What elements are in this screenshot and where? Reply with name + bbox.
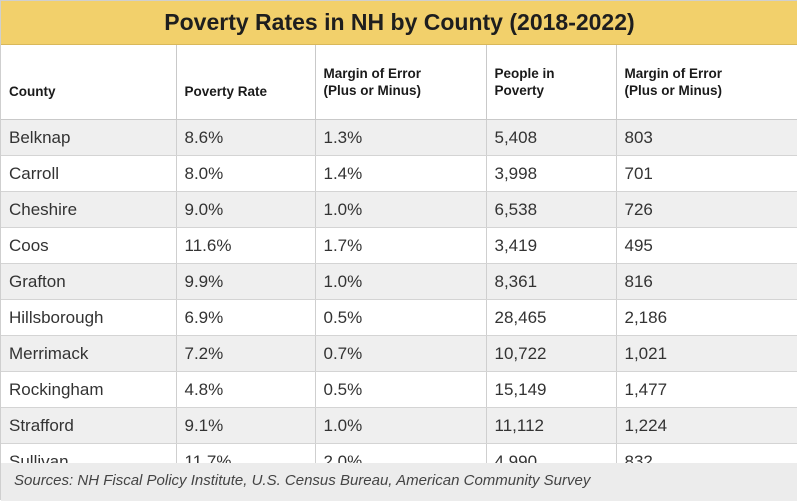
poverty-rate-cell: 9.0% (176, 191, 316, 228)
people-moe-cell: 803 (616, 119, 797, 156)
rate-moe-cell: 0.5% (315, 371, 487, 408)
rate-moe-cell: 1.0% (315, 191, 487, 228)
source-note: Sources: NH Fiscal Policy Institute, U.S… (1, 463, 797, 501)
rate-moe-cell: 1.0% (315, 407, 487, 444)
rate-moe-cell: 1.0% (315, 263, 487, 300)
rate-moe-cell: 0.5% (315, 299, 487, 336)
poverty-rate-cell: 6.9% (176, 299, 316, 336)
rate-moe-cell: 1.3% (315, 119, 487, 156)
table-row: Hillsborough 6.9% 0.5% 28,465 2,186 (1, 299, 797, 336)
header-county: County (1, 45, 177, 120)
people-cell: 28,465 (486, 299, 617, 336)
county-cell: Strafford (1, 407, 177, 444)
people-cell: 8,361 (486, 263, 617, 300)
poverty-rate-cell: 8.0% (176, 155, 316, 192)
header-rate-margin-of-error: Margin of Error (Plus or Minus) (315, 45, 487, 120)
people-moe-cell: 495 (616, 227, 797, 264)
poverty-table: County Poverty Rate Margin of Error (Plu… (1, 45, 797, 480)
header-people-margin-of-error: Margin of Error (Plus or Minus) (616, 45, 797, 120)
poverty-rate-cell: 9.9% (176, 263, 316, 300)
table-row: Strafford 9.1% 1.0% 11,112 1,224 (1, 407, 797, 444)
county-cell: Carroll (1, 155, 177, 192)
poverty-rate-cell: 9.1% (176, 407, 316, 444)
people-cell: 10,722 (486, 335, 617, 372)
table-row: Cheshire 9.0% 1.0% 6,538 726 (1, 191, 797, 228)
county-cell: Merrimack (1, 335, 177, 372)
people-cell: 5,408 (486, 119, 617, 156)
poverty-rate-cell: 7.2% (176, 335, 316, 372)
people-moe-cell: 2,186 (616, 299, 797, 336)
header-row: County Poverty Rate Margin of Error (Plu… (1, 45, 797, 120)
people-moe-cell: 1,021 (616, 335, 797, 372)
table-row: Belknap 8.6% 1.3% 5,408 803 (1, 119, 797, 156)
county-cell: Coos (1, 227, 177, 264)
table-row: Carroll 8.0% 1.4% 3,998 701 (1, 155, 797, 192)
rate-moe-cell: 0.7% (315, 335, 487, 372)
county-cell: Grafton (1, 263, 177, 300)
poverty-rate-cell: 4.8% (176, 371, 316, 408)
people-cell: 6,538 (486, 191, 617, 228)
people-cell: 3,419 (486, 227, 617, 264)
people-moe-cell: 816 (616, 263, 797, 300)
county-cell: Belknap (1, 119, 177, 156)
rate-moe-cell: 1.7% (315, 227, 487, 264)
table-row: Coos 11.6% 1.7% 3,419 495 (1, 227, 797, 264)
poverty-rate-cell: 8.6% (176, 119, 316, 156)
table-row: Rockingham 4.8% 0.5% 15,149 1,477 (1, 371, 797, 408)
table-row: Grafton 9.9% 1.0% 8,361 816 (1, 263, 797, 300)
people-moe-cell: 1,477 (616, 371, 797, 408)
county-cell: Hillsborough (1, 299, 177, 336)
table-row: Merrimack 7.2% 0.7% 10,722 1,021 (1, 335, 797, 372)
people-moe-cell: 726 (616, 191, 797, 228)
rate-moe-cell: 1.4% (315, 155, 487, 192)
table-title: Poverty Rates in NH by County (2018-2022… (1, 1, 797, 45)
people-cell: 3,998 (486, 155, 617, 192)
people-moe-cell: 701 (616, 155, 797, 192)
people-cell: 15,149 (486, 371, 617, 408)
county-cell: Cheshire (1, 191, 177, 228)
header-poverty-rate: Poverty Rate (176, 45, 316, 120)
poverty-rate-cell: 11.6% (176, 227, 316, 264)
county-cell: Rockingham (1, 371, 177, 408)
people-moe-cell: 1,224 (616, 407, 797, 444)
header-people-in-poverty: People in Poverty (486, 45, 617, 120)
people-cell: 11,112 (486, 407, 617, 444)
